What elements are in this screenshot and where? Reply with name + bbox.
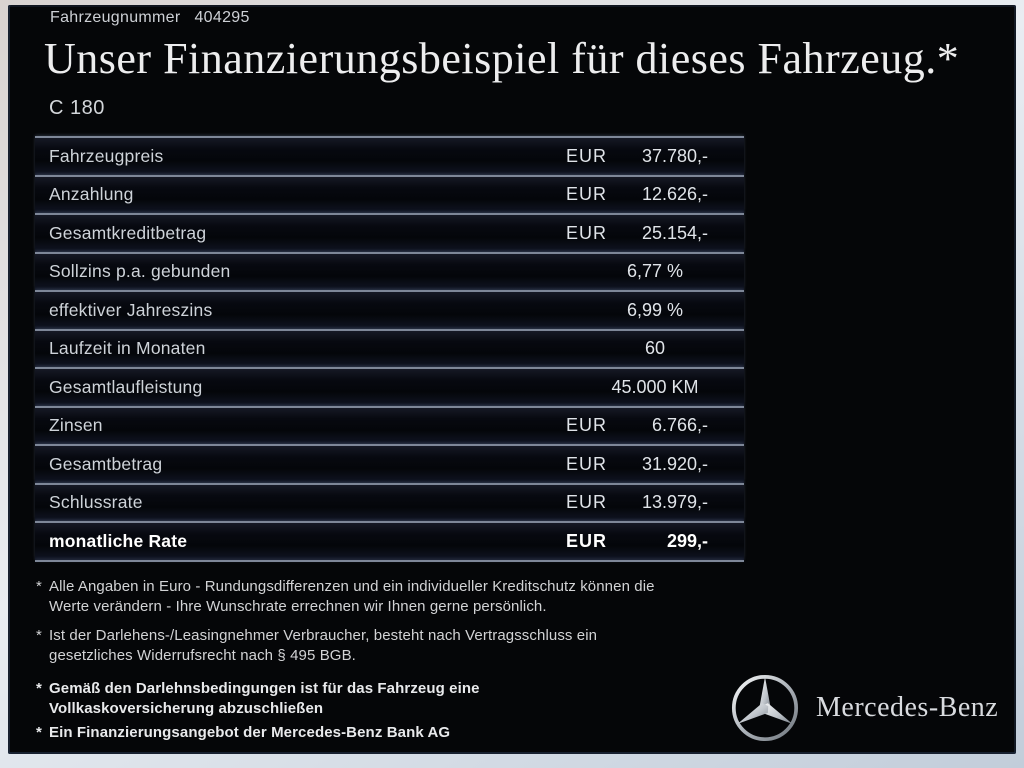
row-value: 6,99 %	[626, 299, 684, 320]
table-row: Gesamtlaufleistung 45.000 KM	[35, 367, 744, 406]
row-label: Sollzins p.a. gebunden	[49, 261, 231, 282]
footnote-marker: *	[36, 578, 42, 595]
vehicle-model: C 180	[49, 97, 105, 119]
currency-label: EUR	[566, 415, 608, 436]
footnote-marker: *	[36, 724, 42, 741]
vehicle-number-label: Fahrzeugnummer	[50, 9, 181, 26]
footnote: * Alle Angaben in Euro - Rundungsdifferen…	[36, 577, 756, 617]
amount-value: 13.979,-	[641, 492, 708, 513]
table-row: Schlussrate EUR 13.979,-	[35, 482, 744, 521]
footnote-text: Ein Finanzierungsangebot der Mercedes-Be…	[49, 724, 451, 741]
amount-value: 6.766,-	[651, 415, 708, 436]
row-value: EUR 31.920,-	[566, 454, 744, 475]
table-row: Gesamtbetrag EUR 31.920,-	[35, 444, 744, 483]
table-row: Fahrzeugpreis EUR 37.780,-	[35, 136, 744, 175]
currency-label: EUR	[566, 492, 608, 513]
row-value: 6,77 %	[626, 261, 684, 282]
row-label: monatliche Rate	[49, 530, 188, 551]
row-label: Schlussrate	[49, 492, 143, 513]
row-label: effektiver Jahreszins	[49, 299, 213, 320]
row-label: Anzahlung	[49, 184, 134, 205]
row-label: Laufzeit in Monaten	[49, 338, 206, 359]
currency-label: EUR	[566, 530, 608, 551]
footnote-text: Alle Angaben in Euro - Rundungsdifferenz…	[49, 578, 655, 615]
footnote: * Ist der Darlehens-/Leasingnehmer Verbra…	[36, 626, 756, 666]
currency-label: EUR	[566, 184, 608, 205]
row-label: Gesamtlaufleistung	[49, 376, 203, 397]
footnotes: * Alle Angaben in Euro - Rundungsdifferen…	[36, 577, 756, 747]
table-row: monatliche Rate EUR 299,-	[35, 521, 744, 560]
currency-label: EUR	[566, 145, 608, 166]
amount-value: 37.780,-	[641, 145, 708, 166]
row-value: EUR 299,-	[566, 531, 744, 552]
amount-value: 25.154,-	[641, 222, 708, 243]
row-value: EUR 13.979,-	[566, 492, 744, 513]
row-value: 45.000 KM	[611, 376, 699, 397]
table-row: Gesamtkreditbetrag EUR 25.154,-	[35, 213, 744, 252]
finance-offer-panel: Fahrzeugnummer 404295 Unser Finanzierungs…	[8, 5, 1016, 754]
row-value: EUR 12.626,-	[566, 184, 744, 205]
currency-label: EUR	[566, 222, 608, 243]
table-row: effektiver Jahreszins 6,99 %	[35, 290, 744, 329]
row-value: EUR 6.766,-	[566, 415, 744, 436]
row-label: Zinsen	[49, 415, 103, 436]
table-row: Sollzins p.a. gebunden 6,77 %	[35, 251, 744, 290]
footnote: * Gemäß den Darlehnsbedingungen ist für d…	[36, 679, 756, 719]
footnote: * Ein Finanzierungsangebot der Mercedes-B…	[36, 723, 756, 743]
footnote-text: Ist der Darlehens-/Leasingnehmer Verbrau…	[49, 627, 598, 664]
row-label: Fahrzeugpreis	[49, 145, 164, 166]
table-bottom-line	[35, 559, 744, 562]
table-row: Laufzeit in Monaten 60	[35, 328, 744, 367]
footnote-marker: *	[36, 627, 42, 644]
row-label: Gesamtbetrag	[49, 453, 163, 474]
currency-label: EUR	[566, 453, 608, 474]
vehicle-number: Fahrzeugnummer 404295	[50, 9, 250, 27]
brand-block: Mercedes-Benz	[730, 673, 998, 743]
vehicle-number-value: 404295	[194, 9, 250, 26]
mercedes-star-icon	[731, 674, 799, 742]
row-value: EUR 37.780,-	[566, 146, 744, 167]
footnote-marker: *	[36, 680, 42, 697]
table-row: Zinsen EUR 6.766,-	[35, 405, 744, 444]
amount-value: 12.626,-	[641, 184, 708, 205]
amount-value: 299,-	[666, 530, 708, 551]
row-value: EUR 25.154,-	[566, 223, 744, 244]
row-label: Gesamtkreditbetrag	[49, 222, 207, 243]
table-row: Anzahlung EUR 12.626,-	[35, 174, 744, 213]
amount-value: 31.920,-	[641, 453, 708, 474]
footnote-text: Gemäß den Darlehnsbedingungen ist für da…	[49, 680, 480, 717]
brand-name: Mercedes-Benz	[816, 692, 999, 723]
financing-table: Fahrzeugpreis EUR 37.780,- Anzahlung EUR 12.6…	[35, 136, 744, 562]
page-title: Unser Finanzierungsbeispiel für dieses F…	[44, 34, 960, 83]
row-value: 60	[644, 338, 666, 359]
